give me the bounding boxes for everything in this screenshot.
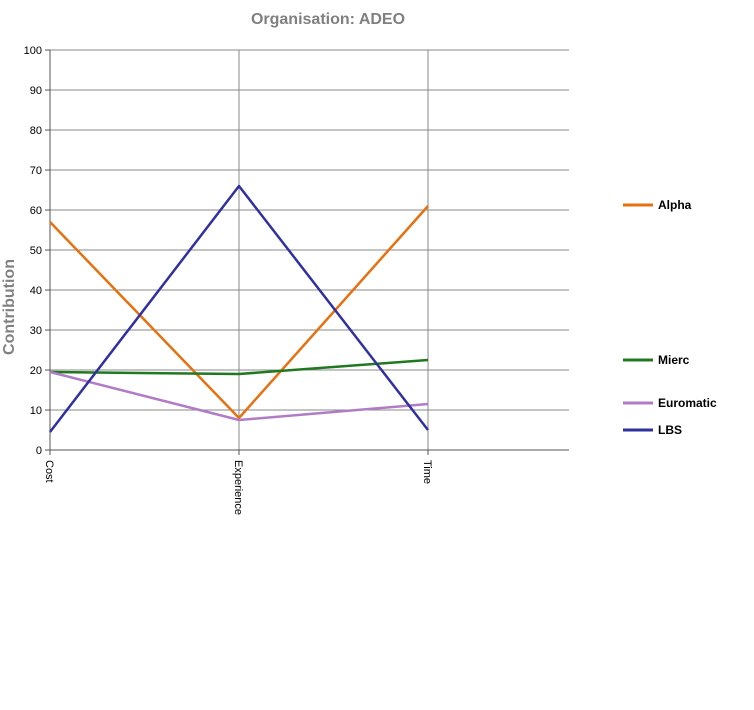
y-tick-label: 40 — [30, 285, 42, 297]
grid — [50, 49, 569, 451]
series-line-alpha — [49, 205, 429, 420]
y-axis-label: Contribution — [1, 259, 18, 355]
axes — [45, 49, 569, 455]
series-line-euromatic — [49, 370, 429, 422]
y-tick-label: 50 — [30, 245, 42, 257]
x-tick-label: Experience — [232, 460, 244, 515]
y-tick-label: 60 — [30, 205, 42, 217]
series-line-lbs — [49, 184, 429, 433]
y-tick-label: 10 — [30, 405, 42, 417]
x-tick-label: Time — [421, 460, 433, 484]
x-tick-label: Cost — [43, 460, 55, 483]
legend-label-mierc: Mierc — [658, 353, 690, 367]
legend: Alpha Mierc Euromatic LBS — [623, 198, 717, 437]
y-tick-label: 80 — [30, 125, 42, 137]
legend-label-alpha: Alpha — [658, 198, 692, 212]
y-tick-label: 70 — [30, 165, 42, 177]
y-tick-label: 90 — [30, 85, 42, 97]
y-tick-label: 20 — [30, 365, 42, 377]
y-tick-label: 100 — [24, 45, 42, 57]
y-tick-label: 30 — [30, 325, 42, 337]
y-tick-label: 0 — [36, 445, 42, 457]
legend-label-lbs: LBS — [658, 423, 682, 437]
series-lines — [49, 184, 429, 433]
legend-label-euromatic: Euromatic — [658, 396, 717, 410]
chart-title: Organisation: ADEO — [251, 11, 405, 28]
x-tick-labels: Cost Experience Time — [43, 460, 433, 515]
series-line-mierc — [49, 358, 429, 376]
y-tick-labels: 0 10 20 30 40 50 60 70 80 90 100 — [24, 45, 42, 457]
